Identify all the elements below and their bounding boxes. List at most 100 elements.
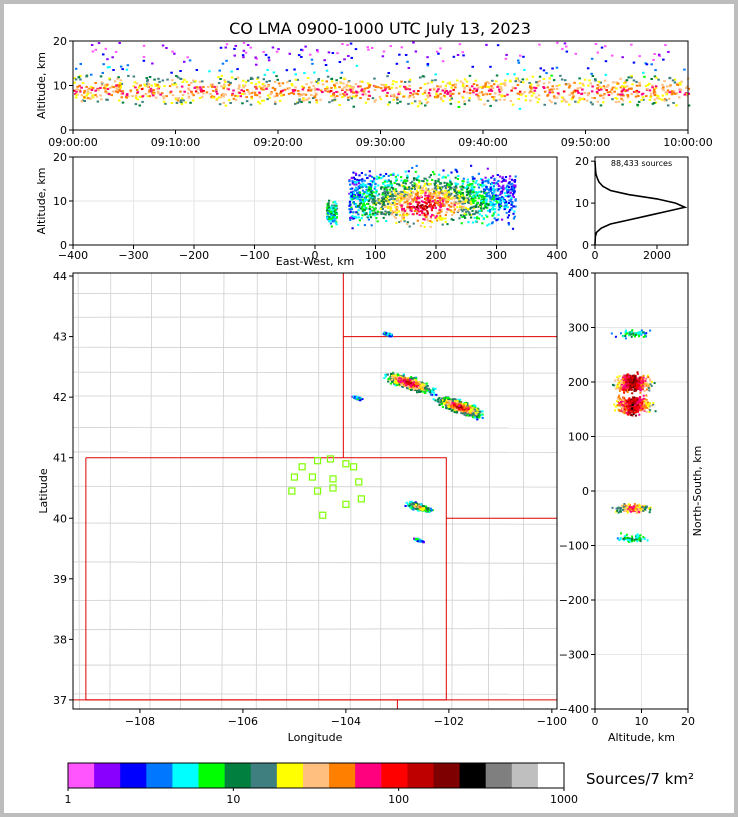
- time-height-source: [197, 87, 201, 90]
- ew-source: [360, 172, 363, 174]
- time-height-source: [516, 92, 520, 95]
- ew-source: [510, 203, 513, 206]
- county-line: [349, 272, 353, 710]
- time-height-source: [506, 73, 509, 76]
- ew-source: [334, 205, 337, 208]
- time-height-source: [127, 95, 130, 98]
- time-height-source: [187, 95, 191, 98]
- ew-source: [348, 180, 351, 183]
- time-height-source: [163, 85, 166, 88]
- ew-source: [430, 209, 433, 212]
- time-height-source: [641, 96, 645, 99]
- ew-source: [389, 206, 392, 209]
- time-height-source: [336, 52, 339, 55]
- time-height-source: [74, 96, 78, 99]
- time-height-source: [229, 81, 232, 84]
- time-height-source: [381, 89, 384, 92]
- ew-source: [357, 182, 361, 185]
- time-height-source: [174, 97, 178, 100]
- ew-source: [505, 211, 508, 214]
- time-height-source: [245, 100, 249, 103]
- time-height-source: [643, 75, 646, 78]
- ew-source: [493, 211, 496, 214]
- ew-source: [442, 169, 445, 172]
- time-height-source: [462, 96, 465, 99]
- ew-source: [402, 190, 405, 193]
- ew-source: [394, 188, 397, 191]
- time-height-source: [450, 97, 454, 100]
- time-height-source: [273, 80, 277, 83]
- ew-source: [511, 186, 514, 189]
- time-height-source: [678, 81, 682, 84]
- time-height-source: [102, 87, 106, 89]
- time-height-source: [313, 71, 316, 74]
- ew-source: [485, 195, 489, 198]
- time-height-source: [256, 77, 259, 80]
- ew-source: [348, 204, 351, 207]
- time-height-source: [179, 78, 183, 80]
- plan-source: [425, 507, 428, 510]
- plan-source: [425, 382, 428, 385]
- time-height-source: [487, 89, 491, 92]
- time-height-source: [94, 82, 97, 84]
- time-height-source: [475, 84, 479, 87]
- time-height-source: [402, 95, 405, 98]
- time-height-source: [265, 86, 268, 89]
- time-height-source: [146, 95, 150, 98]
- ew-source: [401, 191, 404, 194]
- plan-source: [455, 410, 458, 413]
- ew-source: [453, 197, 456, 200]
- ew-source: [406, 174, 409, 177]
- state-borders: [73, 273, 557, 709]
- time-height-source: [424, 89, 427, 92]
- time-height-source: [116, 77, 119, 80]
- ew-source: [471, 184, 474, 187]
- time-height-source: [392, 80, 395, 83]
- ew-source: [469, 189, 472, 192]
- ew-source: [480, 190, 483, 193]
- ew-source: [449, 198, 452, 200]
- ew-source: [381, 205, 384, 208]
- time-height-source: [492, 97, 495, 100]
- ew-source: [381, 198, 384, 201]
- time-height-source: [379, 98, 383, 101]
- time-height-source: [183, 78, 186, 81]
- ew-source: [472, 180, 475, 183]
- time-height-source: [112, 90, 115, 93]
- ew-source: [382, 216, 385, 219]
- ew-source: [471, 175, 474, 178]
- time-height-source: [533, 86, 536, 89]
- time-height-source: [514, 87, 517, 90]
- plan-source: [424, 386, 427, 389]
- time-height-source: [271, 46, 275, 49]
- time-height-source: [275, 75, 278, 78]
- plan-source: [457, 400, 461, 403]
- ew-source: [447, 198, 450, 201]
- ew-source: [400, 199, 403, 202]
- time-height-source: [468, 87, 471, 90]
- ew-xtick: 400: [547, 249, 568, 262]
- ew-source: [356, 178, 359, 181]
- plan-source: [460, 412, 463, 415]
- time-height-source: [591, 85, 594, 88]
- ew-source: [437, 216, 440, 219]
- time-height-source: [100, 84, 104, 87]
- ew-source: [447, 174, 450, 177]
- time-height-source: [493, 99, 496, 102]
- time-height-source: [651, 86, 654, 89]
- ew-source: [454, 182, 457, 185]
- ew-source: [328, 216, 331, 219]
- ew-source: [373, 196, 376, 199]
- plan-source: [389, 382, 392, 385]
- plan-source: [457, 403, 460, 406]
- time-height-source: [676, 83, 679, 86]
- time-height-source: [564, 79, 567, 82]
- time-height-source: [630, 43, 633, 46]
- ew-source: [513, 180, 516, 183]
- plan-source: [449, 402, 452, 405]
- time-height-source: [587, 84, 590, 87]
- ew-source: [511, 227, 515, 230]
- time-height-source: [108, 77, 111, 80]
- time-height-source: [537, 98, 541, 101]
- time-height-source: [117, 85, 121, 88]
